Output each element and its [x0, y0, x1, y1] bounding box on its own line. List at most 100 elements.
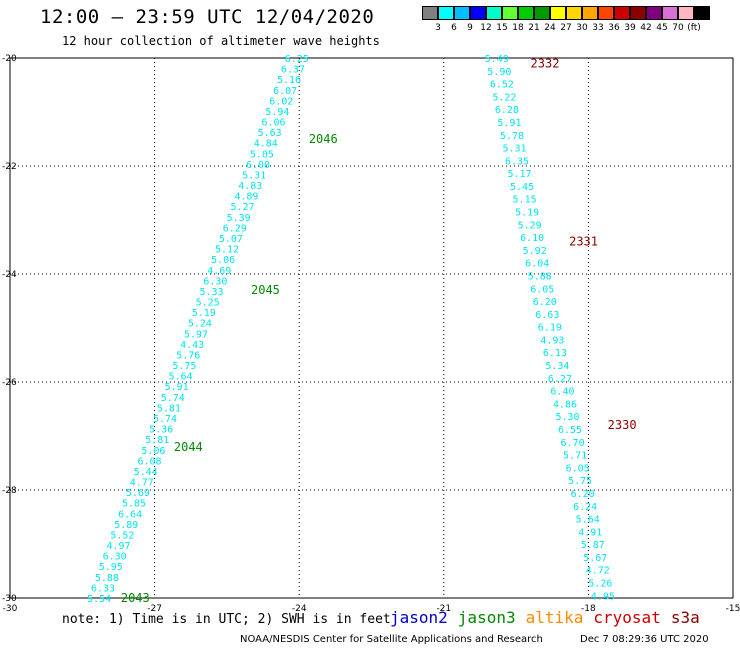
footer-timestamp: Dec 7 08:29:36 UTC 2020	[580, 634, 709, 645]
swh-value: 6.27	[548, 374, 572, 385]
pass-time-label: 2330	[608, 418, 637, 432]
legend-label: 36	[608, 23, 620, 33]
footer-credit: NOAA/NESDIS Center for Satellite Applica…	[240, 634, 543, 645]
swh-value: 5.31	[242, 170, 266, 181]
legend-label: 33	[592, 23, 604, 33]
swh-value: 6.40	[550, 387, 574, 398]
y-tick-label: -30	[2, 594, 17, 604]
legend-swatch	[454, 6, 470, 20]
legend-label: 15	[496, 23, 508, 33]
swh-value: 6.30	[203, 276, 227, 287]
swh-value: 6.02	[269, 96, 293, 107]
swh-value: 6.20	[533, 297, 557, 308]
x-tick-label: -21	[436, 604, 451, 614]
legend-swatch	[582, 6, 598, 20]
swh-value: 5.88	[95, 573, 119, 584]
swh-value: 6.25	[285, 54, 309, 65]
legend-swatch	[694, 6, 710, 20]
swh-value: 5.81	[145, 435, 169, 446]
swh-value: 6.28	[495, 105, 519, 116]
legend-label: 24	[544, 23, 556, 33]
legend-swatch	[646, 6, 662, 20]
satellite-legend: jason2 jason3 altika cryosat s3a	[390, 608, 710, 627]
legend-label: 6	[451, 23, 457, 33]
swh-value: 5.67	[583, 553, 607, 564]
swh-value: 5.34	[545, 361, 569, 372]
swh-value: 6.04	[525, 259, 549, 270]
swh-value: 5.30	[555, 412, 579, 423]
swh-value: 5.81	[157, 403, 181, 414]
swh-value: 5.85	[122, 499, 146, 510]
swh-value: 5.54	[87, 594, 111, 605]
swh-value: 5.06	[211, 255, 235, 266]
y-tick-label: -28	[2, 486, 17, 496]
swh-value: 6.05	[566, 463, 590, 474]
legend-swatch	[534, 6, 550, 20]
swh-value: 5.76	[176, 350, 200, 361]
swh-value: 4.72	[586, 566, 610, 577]
swh-value: 4.43	[180, 340, 204, 351]
legend-swatch	[614, 6, 630, 20]
swh-value: 6.24	[573, 502, 597, 513]
legend-swatch	[662, 6, 678, 20]
y-tick-label: -22	[2, 162, 17, 172]
swh-value: 5.95	[99, 562, 123, 573]
swh-value: 6.05	[530, 284, 554, 295]
legend-label: 42	[640, 23, 652, 33]
swh-value: 5.74	[153, 414, 177, 425]
legend-swatch	[438, 6, 454, 20]
swh-value: 6.37	[281, 65, 305, 76]
swh-value: 5.97	[184, 329, 208, 340]
legend-label: 70	[672, 23, 684, 33]
legend-swatch	[518, 6, 534, 20]
swh-value: 5.25	[196, 298, 220, 309]
legend-label: 45	[656, 23, 668, 33]
swh-value: 5.45	[510, 182, 534, 193]
swh-value: 5.22	[492, 92, 516, 103]
swh-value: 6.08	[137, 456, 161, 467]
satellite-cryosat: cryosat	[593, 608, 661, 627]
swh-value: 4.91	[578, 527, 602, 538]
swh-value: 4.86	[553, 399, 577, 410]
swh-value: 5.29	[518, 220, 542, 231]
swh-value: 5.15	[513, 195, 537, 206]
swh-value: 6.29	[223, 223, 247, 234]
swh-value: 6.52	[490, 80, 514, 91]
swh-value: 6.19	[538, 323, 562, 334]
swh-value: 4.83	[238, 181, 262, 192]
pass-time-label: 2043	[121, 591, 150, 605]
pass-time-label: 2046	[309, 132, 338, 146]
legend-swatch	[486, 6, 502, 20]
swh-value: 6.00	[246, 160, 270, 171]
x-tick-label: -27	[147, 604, 162, 614]
plot-frame	[9, 57, 734, 599]
swh-value: 5.12	[215, 245, 239, 256]
satellite-s3a: s3a	[670, 608, 700, 627]
pass-time-label: 2332	[531, 56, 560, 70]
legend-label: 18	[512, 23, 524, 33]
chart-title: 12:00 – 23:59 UTC 12/04/2020	[40, 6, 375, 28]
swh-value: 5.88	[528, 271, 552, 282]
legend-label: (ft)	[687, 23, 701, 33]
swh-value: 5.91	[165, 382, 189, 393]
satellite-jason2: jason2	[390, 608, 448, 627]
legend-swatch	[502, 6, 518, 20]
legend-label: 9	[467, 23, 473, 33]
swh-value: 6.63	[535, 310, 559, 321]
swh-value: 5.89	[114, 520, 138, 531]
y-tick-label: -26	[2, 378, 17, 388]
x-tick-label: -15	[726, 604, 740, 614]
swh-value: 5.05	[250, 149, 274, 160]
swh-value: 4.89	[234, 192, 258, 203]
swh-value: 5.71	[563, 451, 587, 462]
swh-value: 5.74	[161, 393, 185, 404]
swh-value: 6.35	[505, 156, 529, 167]
swh-value: 5.06	[141, 446, 165, 457]
legend-label: 39	[624, 23, 636, 33]
swh-value: 5.90	[487, 67, 511, 78]
swh-value: 5.31	[502, 144, 526, 155]
swh-value: 5.24	[188, 319, 212, 330]
swh-value: 6.20	[571, 489, 595, 500]
swh-value: 5.64	[576, 515, 600, 526]
swh-value: 5.39	[227, 213, 251, 224]
